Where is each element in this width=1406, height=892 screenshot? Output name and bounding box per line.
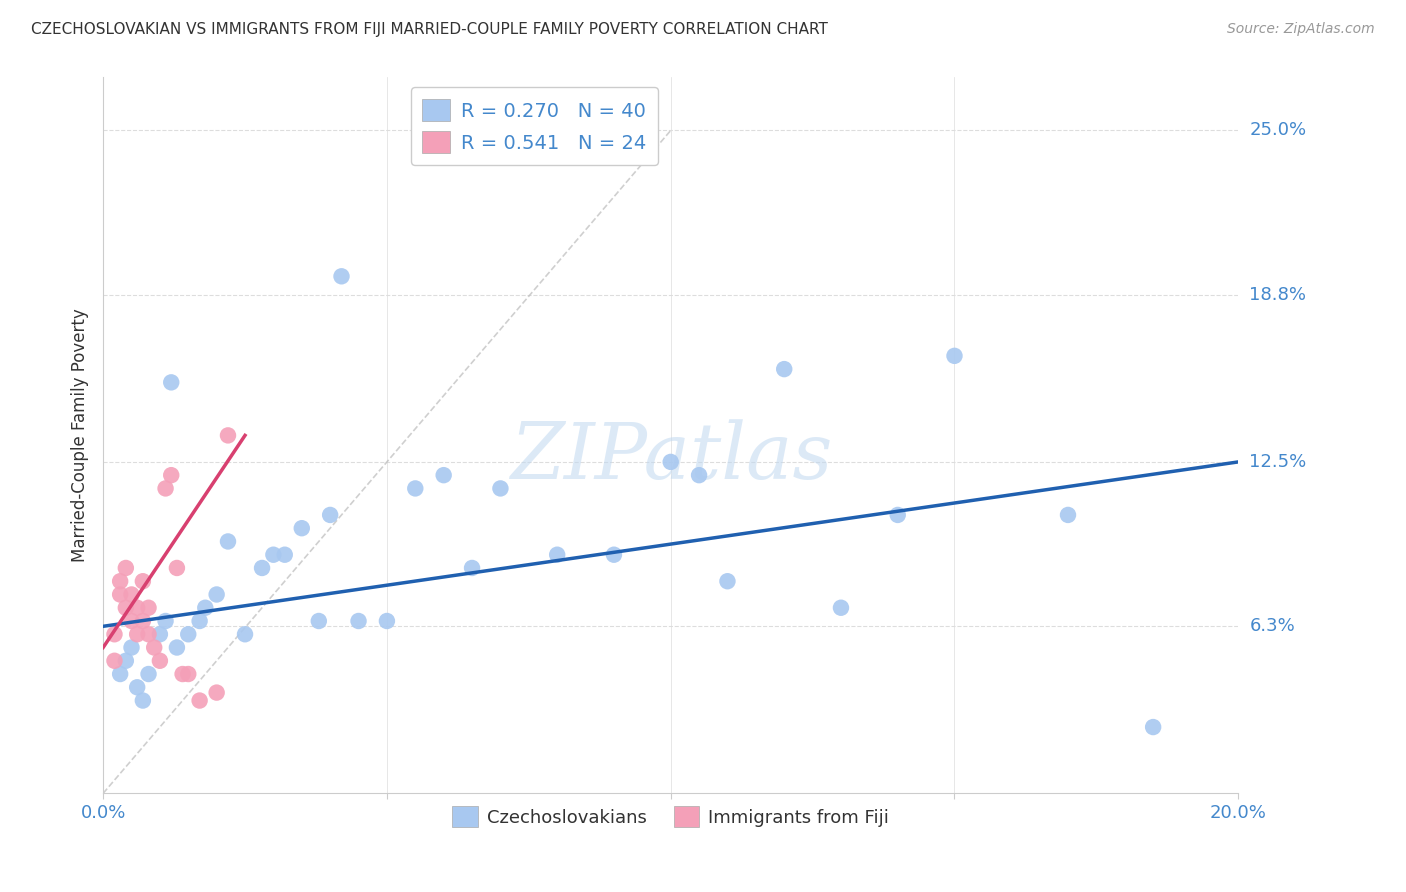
Point	[114, 600, 136, 615]
Point	[138, 600, 160, 615]
Point	[375, 614, 398, 628]
Point	[194, 600, 217, 615]
Point	[205, 685, 228, 699]
Point	[716, 574, 738, 589]
Point	[404, 482, 426, 496]
Point	[160, 468, 183, 483]
Point	[887, 508, 910, 522]
Text: 6.3%: 6.3%	[1250, 617, 1295, 635]
Point	[217, 534, 239, 549]
Point	[319, 508, 342, 522]
Point	[132, 693, 155, 707]
Point	[274, 548, 297, 562]
Point	[114, 561, 136, 575]
Point	[108, 587, 131, 601]
Point	[659, 455, 682, 469]
Point	[773, 362, 796, 376]
Point	[108, 667, 131, 681]
Text: Source: ZipAtlas.com: Source: ZipAtlas.com	[1227, 22, 1375, 37]
Text: CZECHOSLOVAKIAN VS IMMIGRANTS FROM FIJI MARRIED-COUPLE FAMILY POVERTY CORRELATIO: CZECHOSLOVAKIAN VS IMMIGRANTS FROM FIJI …	[31, 22, 828, 37]
Point	[546, 548, 568, 562]
Point	[114, 654, 136, 668]
Point	[166, 561, 188, 575]
Point	[250, 561, 273, 575]
Point	[603, 548, 626, 562]
Y-axis label: Married-Couple Family Poverty: Married-Couple Family Poverty	[72, 309, 89, 562]
Point	[943, 349, 966, 363]
Point	[132, 574, 155, 589]
Point	[688, 468, 710, 483]
Point	[830, 600, 852, 615]
Point	[172, 667, 194, 681]
Point	[177, 667, 200, 681]
Point	[188, 693, 211, 707]
Point	[138, 667, 160, 681]
Point	[155, 614, 177, 628]
Point	[489, 482, 512, 496]
Text: 25.0%: 25.0%	[1250, 121, 1306, 139]
Point	[166, 640, 188, 655]
Point	[233, 627, 256, 641]
Point	[262, 548, 284, 562]
Point	[188, 614, 211, 628]
Point	[205, 587, 228, 601]
Point	[127, 681, 149, 695]
Point	[177, 627, 200, 641]
Point	[347, 614, 370, 628]
Point	[308, 614, 330, 628]
Point	[127, 627, 149, 641]
Point	[121, 614, 143, 628]
Point	[1057, 508, 1080, 522]
Point	[461, 561, 484, 575]
Point	[160, 376, 183, 390]
Point	[103, 654, 125, 668]
Text: ZIPatlas: ZIPatlas	[509, 418, 832, 495]
Point	[108, 574, 131, 589]
Point	[217, 428, 239, 442]
Point	[149, 627, 172, 641]
Point	[138, 627, 160, 641]
Point	[127, 600, 149, 615]
Point	[155, 482, 177, 496]
Point	[121, 640, 143, 655]
Text: 12.5%: 12.5%	[1250, 453, 1306, 471]
Point	[330, 269, 353, 284]
Legend: Czechoslovakians, Immigrants from Fiji: Czechoslovakians, Immigrants from Fiji	[446, 799, 896, 834]
Point	[149, 654, 172, 668]
Point	[132, 614, 155, 628]
Point	[1142, 720, 1164, 734]
Point	[121, 587, 143, 601]
Point	[291, 521, 314, 535]
Point	[103, 627, 125, 641]
Point	[143, 640, 166, 655]
Point	[433, 468, 456, 483]
Text: 18.8%: 18.8%	[1250, 285, 1306, 304]
